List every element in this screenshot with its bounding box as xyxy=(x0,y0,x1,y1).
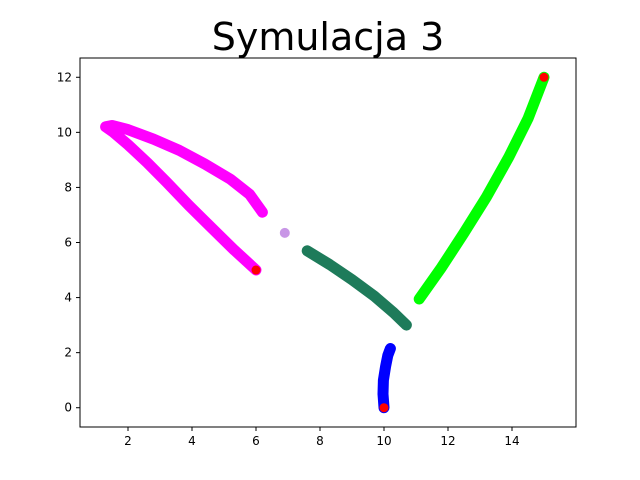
y-tick-label: 4 xyxy=(64,291,72,305)
x-axis: 2 4 6 8 10 12 14 xyxy=(124,427,520,448)
y-axis: 0 2 4 6 8 10 12 xyxy=(57,70,80,415)
series-0-trail xyxy=(100,120,268,276)
x-tick-label: 2 xyxy=(124,434,132,448)
series-1-trail xyxy=(301,245,412,331)
plot-frame xyxy=(79,57,577,428)
x-tick-label: 14 xyxy=(504,434,519,448)
series-2-trail xyxy=(413,71,550,305)
x-tick-label: 6 xyxy=(252,434,260,448)
marker-layer xyxy=(251,72,549,413)
x-tick-label: 10 xyxy=(376,434,391,448)
x-tick-label: 4 xyxy=(188,434,196,448)
y-tick-label: 0 xyxy=(64,401,72,415)
y-tick-label: 6 xyxy=(64,236,72,250)
series-4-point xyxy=(279,227,290,238)
marker-point-0 xyxy=(251,265,261,275)
marker-point-1 xyxy=(379,403,389,413)
y-tick-label: 12 xyxy=(57,70,72,84)
x-tick-label: 8 xyxy=(316,434,324,448)
x-tick-label: 12 xyxy=(440,434,455,448)
chart-title: Symulacja 3 xyxy=(212,15,445,59)
y-tick-label: 10 xyxy=(57,125,72,139)
series-layer xyxy=(100,71,550,414)
y-tick-label: 2 xyxy=(64,346,72,360)
y-tick-label: 8 xyxy=(64,180,72,194)
marker-point-2 xyxy=(539,72,549,82)
series-3-trail xyxy=(377,343,396,414)
